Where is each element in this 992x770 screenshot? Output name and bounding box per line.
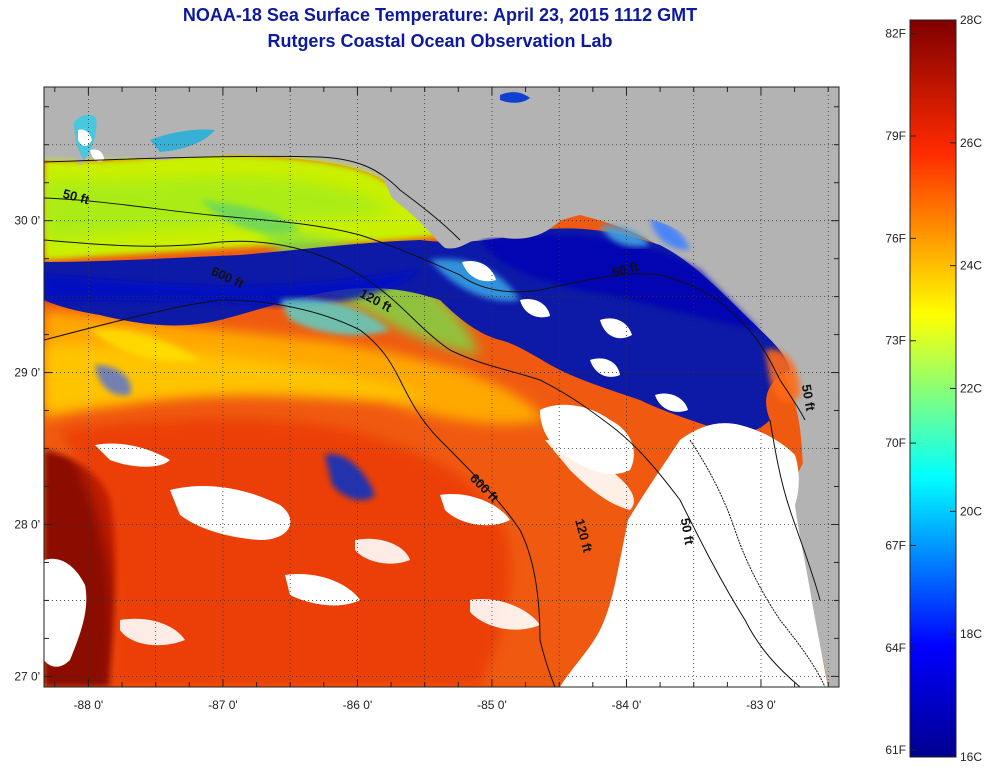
map-subtitle: Rutgers Coastal Ocean Observation Lab bbox=[267, 31, 613, 51]
colorbar-c-label: 22C bbox=[960, 382, 982, 396]
x-tick-label: -87 0' bbox=[208, 698, 238, 712]
mobile-bay-cloud bbox=[78, 129, 92, 146]
cloud-cover bbox=[44, 149, 828, 687]
map-frame bbox=[43, 86, 840, 688]
pensacola-bay-water bbox=[150, 129, 215, 152]
isobath-label: 50 ft bbox=[610, 259, 640, 281]
y-tick-label: 29 0' bbox=[14, 366, 40, 380]
colorbar-f-label: 61F bbox=[885, 743, 906, 757]
colorbar: 28C 26C 24C 22C 20C 18C 16C 82F 79F 76F 73F 70F 67F 6… bbox=[885, 13, 982, 764]
colorbar-c-label: 24C bbox=[960, 259, 982, 273]
colorbar-f-label: 73F bbox=[885, 334, 906, 348]
x-tick-label: -86 0' bbox=[343, 698, 373, 712]
colorbar-c-label: 18C bbox=[960, 627, 982, 641]
colorbar-f-label: 64F bbox=[885, 641, 906, 655]
colorbar-c-label: 26C bbox=[960, 136, 982, 150]
axis-tick-labels: -88 0' -87 0' -86 0' -85 0' -84 0' -83 0' 30 0… bbox=[14, 214, 775, 712]
map-title: NOAA-18 Sea Surface Temperature: April 2… bbox=[182, 5, 698, 25]
colorbar-c-label: 28C bbox=[960, 13, 982, 27]
colorbar-ticks: 28C 26C 24C 22C 20C 18C 16C 82F 79F 76F 73F 70F 67F 6… bbox=[885, 13, 982, 764]
axis-ticks bbox=[44, 87, 839, 687]
colorbar-f-label: 76F bbox=[885, 231, 906, 245]
y-tick-label: 30 0' bbox=[14, 214, 40, 228]
colorbar-c-label: 16C bbox=[960, 750, 982, 764]
x-tick-label: -85 0' bbox=[477, 698, 507, 712]
isobath-label: 50 ft bbox=[61, 186, 91, 208]
x-tick-label: -83 0' bbox=[746, 698, 776, 712]
colorbar-c-label: 20C bbox=[960, 504, 982, 518]
inland-lake-water bbox=[500, 92, 530, 103]
colorbar-f-label: 82F bbox=[885, 27, 906, 41]
isobath-label: 50 ft bbox=[678, 517, 698, 547]
lat-lon-grid bbox=[44, 87, 839, 687]
y-tick-label: 28 0' bbox=[14, 517, 40, 531]
land-masses bbox=[44, 87, 839, 687]
colorbar-f-label: 70F bbox=[885, 436, 906, 450]
colorbar-f-label: 79F bbox=[885, 129, 906, 143]
isobath-contours bbox=[44, 155, 826, 687]
x-tick-label: -88 0' bbox=[74, 698, 104, 712]
isobath-label: 50 ft bbox=[799, 383, 819, 413]
y-tick-label: 27 0' bbox=[14, 669, 40, 683]
sea-surface-temperature-field bbox=[44, 153, 839, 687]
colorbar-gradient bbox=[909, 19, 957, 758]
x-tick-label: -84 0' bbox=[612, 698, 642, 712]
colorbar-f-label: 67F bbox=[885, 538, 906, 552]
